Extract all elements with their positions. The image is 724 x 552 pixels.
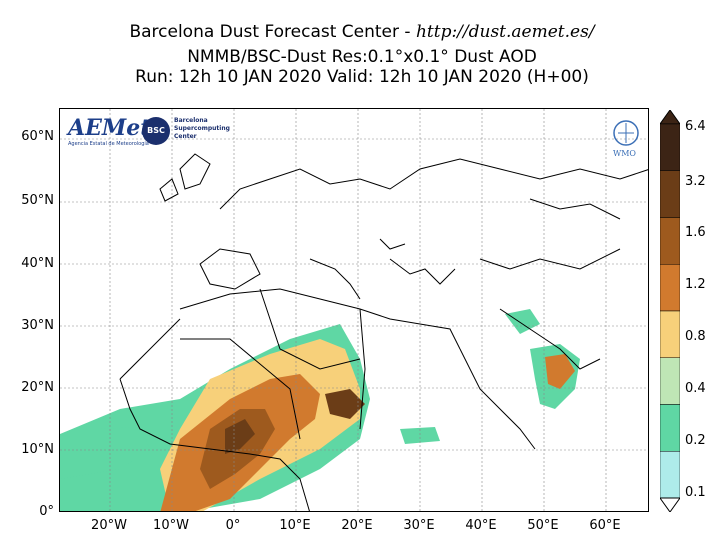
title-url: http://dust.aemet.es/ [415,22,595,42]
cbar-band [660,451,680,499]
x-tick-20w: 20°W [91,518,127,533]
y-tick-30n: 30°N [21,318,54,333]
cbar-label-0-1: 0.1 [685,485,706,500]
y-tick-20n: 20°N [21,380,54,395]
cbar-label-3-2: 3.2 [685,174,706,189]
x-tick-10w: 10°W [153,518,189,533]
cbar-label-1-2: 1.2 [685,277,706,292]
x-tick-30e: 30°E [403,518,435,533]
map-canvas [60,109,648,511]
dust-map: AEMet Agencia Estatal de Meteorología BS… [59,108,649,512]
cbar-band [660,404,680,452]
x-tick-50e: 50°E [527,518,559,533]
dust-plume [60,309,580,511]
x-tick-20e: 20°E [341,518,373,533]
cbar-band [660,264,680,312]
wmo-icon [613,120,639,146]
coastlines [119,153,648,511]
cbar-label-0-8: 0.8 [685,329,706,344]
title-line-2: NMMB/BSC-Dust Res:0.1°x0.1° Dust AOD [187,47,537,67]
cbar-band [660,357,680,405]
cbar-band [660,310,680,358]
x-tick-0: 0° [225,518,241,533]
cbar-band [660,123,680,171]
cbar-label-0-2: 0.2 [685,433,706,448]
graticule [60,109,648,511]
cbar-bottom-arrow [660,497,680,512]
y-tick-50n: 50°N [21,193,54,208]
aemet-subtitle: Agencia Estatal de Meteorología [68,141,149,147]
bsc-text: Barcelona Supercomputing Center [174,117,230,140]
cbar-top-arrow [660,110,680,125]
x-tick-60e: 60°E [589,518,621,533]
title-line-1: Barcelona Dust Forecast Center - http://… [129,22,595,42]
cbar-label-0-4: 0.4 [685,381,706,396]
y-tick-40n: 40°N [21,256,54,271]
x-tick-40e: 40°E [465,518,497,533]
y-tick-60n: 60°N [21,129,54,144]
y-tick-10n: 10°N [21,442,54,457]
x-tick-10e: 10°E [279,518,311,533]
cbar-label-6-4: 6.4 [685,119,706,134]
aemet-logo: AEMet [68,115,151,141]
colorbar [660,110,680,512]
wmo-label: WMO [613,149,636,158]
y-tick-0: 0° [39,504,54,519]
cbar-label-1-6: 1.6 [685,225,706,240]
cbar-band [660,217,680,265]
title-line-3: Run: 12h 10 JAN 2020 Valid: 12h 10 JAN 2… [135,67,589,87]
cbar-band [660,170,680,218]
bsc-logo: BSC [142,117,170,145]
